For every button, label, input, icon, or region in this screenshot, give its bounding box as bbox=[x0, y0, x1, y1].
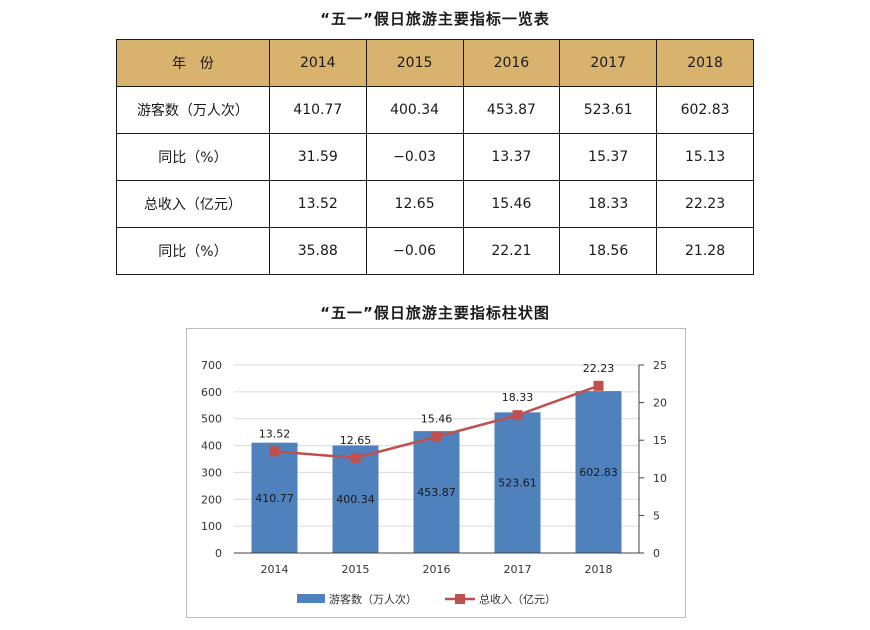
table-cell: 12.65 bbox=[365, 180, 464, 228]
header-cell: 2015 bbox=[365, 39, 464, 87]
legend: 游客数（万人次） 总收入（亿元） bbox=[297, 592, 556, 606]
table-cell: 453.87 bbox=[462, 86, 561, 134]
table-cell: 18.33 bbox=[559, 180, 658, 228]
right-axis-tick-label: 0 bbox=[653, 547, 660, 560]
table-cell: 400.34 bbox=[365, 86, 464, 134]
bar bbox=[251, 442, 298, 553]
left-axis-tick-label: 200 bbox=[201, 493, 222, 506]
legend-bar-swatch bbox=[297, 594, 325, 603]
x-axis-tick-label: 2016 bbox=[423, 563, 451, 576]
row-label: 同比（%） bbox=[116, 133, 270, 181]
line-marker bbox=[269, 446, 280, 457]
table-cell: 15.13 bbox=[656, 133, 754, 181]
left-axis-tick-label: 500 bbox=[201, 413, 222, 426]
table-cell: 602.83 bbox=[656, 86, 754, 134]
table-cell: 13.52 bbox=[268, 180, 367, 228]
table-row-visitors-yoy: 同比（%） 31.59 −0.03 13.37 15.37 15.13 bbox=[116, 133, 754, 181]
line-marker bbox=[593, 380, 604, 391]
table-cell: 410.77 bbox=[268, 86, 367, 134]
left-axis-tick-label: 0 bbox=[215, 547, 222, 560]
table-cell: 21.28 bbox=[656, 227, 754, 275]
x-axis-tick-label: 2014 bbox=[261, 563, 289, 576]
bar-value-label: 410.77 bbox=[255, 492, 294, 505]
data-labels: 410.77 400.34 453.87 523.61 602.83 13.52 12.65… bbox=[255, 362, 618, 506]
right-axis-tick-label: 20 bbox=[653, 397, 667, 410]
legend-line-marker bbox=[455, 594, 465, 604]
chart-title: “五一”假日旅游主要指标柱状图 bbox=[320, 304, 550, 322]
right-axis-tick-label: 15 bbox=[653, 434, 667, 447]
left-axis-tick-label: 600 bbox=[201, 386, 222, 399]
bar bbox=[413, 431, 460, 553]
line-value-label: 12.65 bbox=[340, 434, 372, 447]
row-label: 游客数（万人次） bbox=[116, 86, 270, 134]
x-axis-tick-label: 2015 bbox=[342, 563, 370, 576]
table-cell: 523.61 bbox=[559, 86, 658, 134]
right-axis-tick-label: 10 bbox=[653, 472, 667, 485]
x-axis-tick-label: 2017 bbox=[504, 563, 532, 576]
header-cell-year: 年 份 bbox=[116, 39, 270, 87]
table-cell: −0.06 bbox=[365, 227, 464, 275]
bar-value-label: 400.34 bbox=[336, 493, 375, 506]
header-cell: 2014 bbox=[268, 39, 367, 87]
axes: 0 100 200 300 400 500 600 700 0 5 10 15 20 25 2014 2015… bbox=[201, 359, 667, 576]
legend-line-label: 总收入（亿元） bbox=[479, 592, 556, 606]
combo-chart: 0 100 200 300 400 500 600 700 0 5 10 15 20 25 2014 2015… bbox=[201, 359, 667, 606]
left-axis-tick-label: 700 bbox=[201, 359, 222, 372]
header-cell: 2018 bbox=[656, 39, 754, 87]
line-series bbox=[269, 380, 604, 463]
legend-bar-label: 游客数（万人次） bbox=[329, 592, 417, 606]
table-cell: 35.88 bbox=[268, 227, 367, 275]
row-label: 总收入（亿元） bbox=[116, 180, 270, 228]
table-cell: 18.56 bbox=[559, 227, 658, 275]
left-axis-tick-label: 300 bbox=[201, 466, 222, 479]
table-title: “五一”假日旅游主要指标一览表 bbox=[320, 10, 550, 28]
line-marker bbox=[350, 452, 361, 463]
left-axis-tick-label: 100 bbox=[201, 520, 222, 533]
line-value-label: 18.33 bbox=[502, 391, 534, 404]
table-cell: 15.46 bbox=[462, 180, 561, 228]
table-cell: 13.37 bbox=[462, 133, 561, 181]
right-axis-tick-label: 5 bbox=[653, 509, 660, 522]
line-marker bbox=[512, 410, 523, 421]
x-axis-tick-label: 2018 bbox=[585, 563, 613, 576]
header-cell: 2017 bbox=[559, 39, 658, 87]
line-marker bbox=[431, 431, 442, 442]
bar bbox=[494, 412, 541, 553]
table-cell: 31.59 bbox=[268, 133, 367, 181]
table-cell: 22.21 bbox=[462, 227, 561, 275]
row-label: 同比（%） bbox=[116, 227, 270, 275]
table-row-revenue: 总收入（亿元） 13.52 12.65 15.46 18.33 22.23 bbox=[116, 180, 754, 228]
line-value-label: 13.52 bbox=[259, 427, 291, 440]
right-axis-tick-label: 25 bbox=[653, 359, 667, 372]
bar-value-label: 453.87 bbox=[417, 486, 456, 499]
header-cell: 2016 bbox=[462, 39, 561, 87]
bar-value-label: 523.61 bbox=[498, 477, 537, 490]
table-row-revenue-yoy: 同比（%） 35.88 −0.06 22.21 18.56 21.28 bbox=[116, 227, 754, 275]
bar-value-label: 602.83 bbox=[579, 466, 618, 479]
line-value-label: 15.46 bbox=[421, 413, 453, 426]
line-value-label: 22.23 bbox=[583, 362, 615, 375]
bar bbox=[575, 391, 622, 553]
table-cell: −0.03 bbox=[365, 133, 464, 181]
indicator-table: 年 份 2014 2015 2016 2017 2018 游客数（万人次） 41… bbox=[116, 39, 754, 275]
bar bbox=[332, 445, 379, 553]
table-cell: 22.23 bbox=[656, 180, 754, 228]
table-row-visitors: 游客数（万人次） 410.77 400.34 453.87 523.61 602… bbox=[116, 86, 754, 134]
chart-frame: 0 100 200 300 400 500 600 700 0 5 10 15 20 25 2014 2015… bbox=[186, 328, 686, 618]
table-header-row: 年 份 2014 2015 2016 2017 2018 bbox=[116, 39, 754, 87]
table-cell: 15.37 bbox=[559, 133, 658, 181]
left-axis-tick-label: 400 bbox=[201, 440, 222, 453]
bar-series bbox=[251, 391, 622, 553]
